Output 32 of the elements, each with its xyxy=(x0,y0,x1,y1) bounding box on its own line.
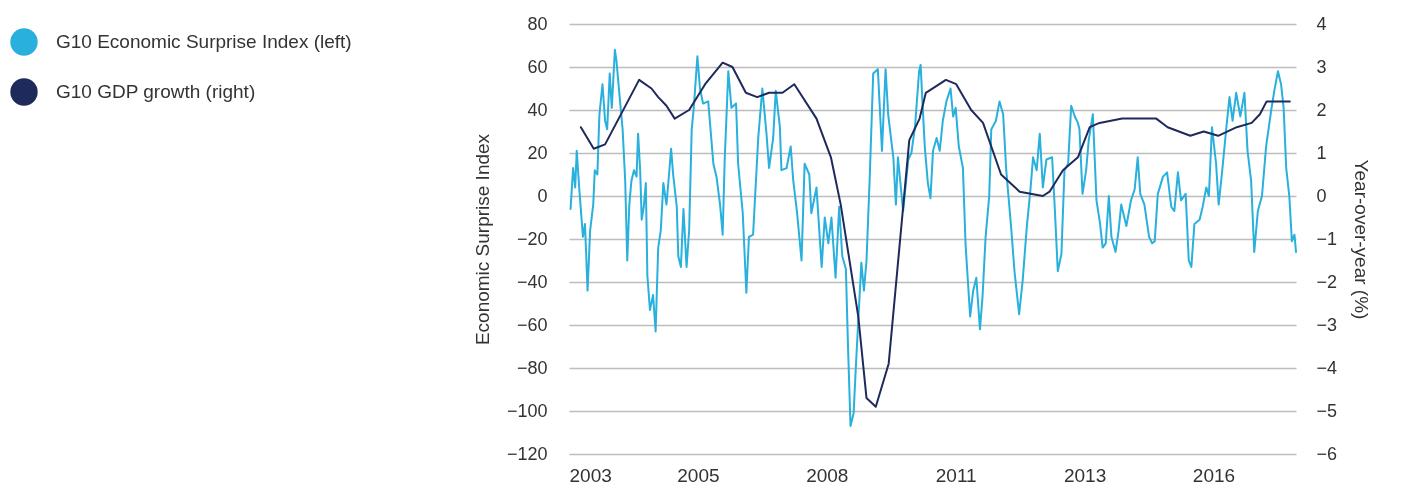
y-axis-title: Economic Surprise Index xyxy=(471,133,493,346)
y2-tick-label: −3 xyxy=(1316,314,1338,335)
y2-tick-label: −1 xyxy=(1316,228,1338,249)
y-tick-label: −100 xyxy=(506,400,548,421)
y-tick-label: 60 xyxy=(527,56,548,77)
y-tick-label: 40 xyxy=(527,99,548,120)
y2-tick-label: 0 xyxy=(1316,185,1327,206)
legend-label: G10 GDP growth (right) xyxy=(56,81,256,102)
y-tick-label: 0 xyxy=(537,185,548,206)
y-tick-label: −80 xyxy=(516,357,548,378)
y-tick-label: 20 xyxy=(527,142,548,163)
x-tick-label: 2011 xyxy=(935,464,977,486)
x-tick-label: 2005 xyxy=(677,464,720,486)
y2-tick-label: −5 xyxy=(1316,400,1338,421)
x-tick-label: 2016 xyxy=(1192,464,1236,486)
x-tick-label: 2003 xyxy=(569,464,612,486)
y2-tick-label: 1 xyxy=(1316,142,1327,163)
y2-tick-label: −2 xyxy=(1316,271,1338,292)
y-tick-label: −60 xyxy=(516,314,548,335)
y-tick-label: 80 xyxy=(527,13,548,34)
y2-tick-label: −4 xyxy=(1316,357,1338,378)
x-tick-label: 2008 xyxy=(806,464,849,486)
y2-tick-label: 2 xyxy=(1316,99,1327,120)
y-tick-label: −120 xyxy=(506,443,548,464)
y-tick-label: −20 xyxy=(516,228,548,249)
y2-tick-label: 4 xyxy=(1316,13,1327,34)
x-tick-label: 2013 xyxy=(1063,464,1107,486)
legend-label: G10 Economic Surprise Index (left) xyxy=(56,31,352,52)
y-tick-label: −40 xyxy=(516,271,548,292)
y2-tick-label: −6 xyxy=(1316,443,1338,464)
y2-tick-label: 3 xyxy=(1316,56,1327,77)
y2-axis-title: Year-over-year (%) xyxy=(1351,159,1373,320)
